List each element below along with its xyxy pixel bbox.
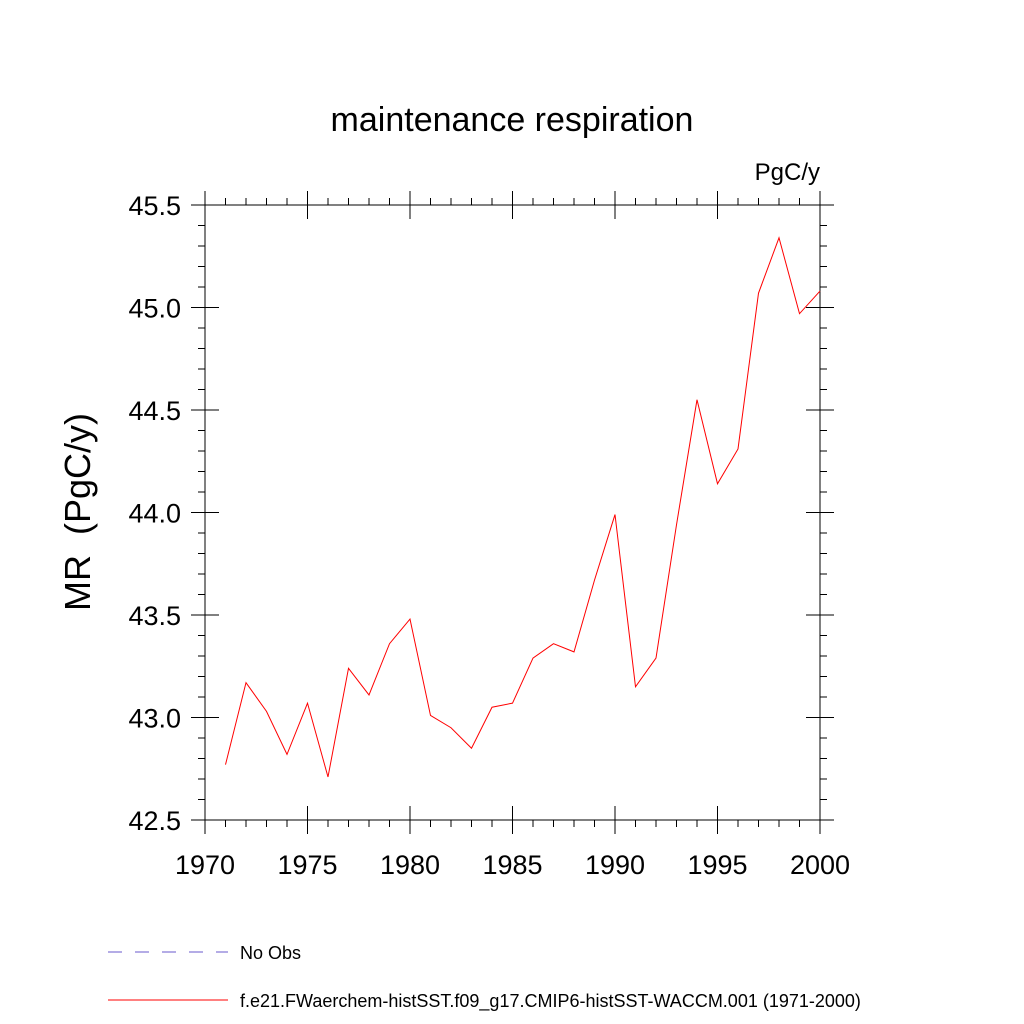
y-tick-label: 45.0 <box>128 294 181 324</box>
y-tick-label: 45.5 <box>128 191 181 221</box>
x-tick-label: 1970 <box>175 850 235 880</box>
axis-ticks <box>191 191 834 834</box>
legend-label-model: f.e21.FWaerchem-histSST.f09_g17.CMIP6-hi… <box>240 991 861 1012</box>
chart-title: maintenance respiration <box>331 101 694 139</box>
axis-tick-labels: 1970 1975 1980 1985 1990 1995 2000 42.5 43.0 43.5… <box>128 191 850 880</box>
x-tick-label: 1985 <box>482 850 542 880</box>
x-tick-label: 1980 <box>380 850 440 880</box>
legend: No Obs f.e21.FWaerchem-histSST.f09_g17.C… <box>108 943 861 1012</box>
x-tick-label: 2000 <box>790 850 850 880</box>
y-tick-label: 42.5 <box>128 806 181 836</box>
y-axis-label: MR (PgC/y) <box>57 413 98 611</box>
y-tick-label: 43.5 <box>128 601 181 631</box>
units-label: PgC/y <box>755 159 820 186</box>
y-tick-label: 44.5 <box>128 396 181 426</box>
x-tick-label: 1995 <box>687 850 747 880</box>
series-lines <box>225 236 821 778</box>
y-tick-label: 43.0 <box>128 704 181 734</box>
legend-label-no-obs: No Obs <box>240 943 301 963</box>
y-tick-label: 44.0 <box>128 499 181 529</box>
x-tick-label: 1990 <box>585 850 645 880</box>
series-line <box>225 236 821 778</box>
x-tick-label: 1975 <box>277 850 337 880</box>
